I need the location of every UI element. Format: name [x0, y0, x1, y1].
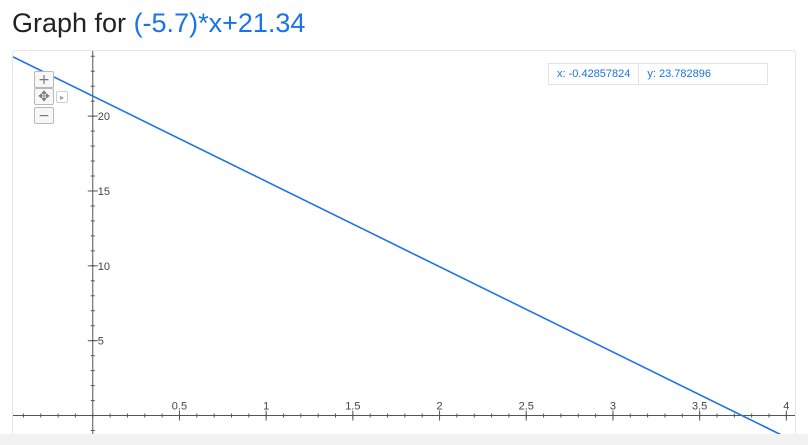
y-tick-label: 15 — [98, 186, 110, 198]
zoom-in-button[interactable]: + — [34, 71, 54, 88]
readout-divider — [638, 64, 640, 84]
y-coordinate-value: y: 23.782896 — [647, 68, 712, 80]
x-tick-label: 3.5 — [692, 401, 707, 413]
zoom-out-button[interactable]: − — [34, 107, 54, 124]
y-tick-label: 10 — [98, 261, 110, 273]
x-tick-label: 0.5 — [172, 401, 187, 413]
x-tick-label: 3 — [610, 401, 616, 413]
x-tick-label: 4 — [783, 401, 789, 413]
bottom-divider — [0, 434, 808, 445]
graph-panel[interactable]: 0.5 1 1.5 2 2.5 3 3.5 4 5 10 15 20 — [12, 50, 796, 436]
x-tick-label: 1 — [263, 401, 269, 413]
pan-arrow-icon[interactable]: ▸ — [56, 91, 68, 103]
function-plot[interactable]: 0.5 1 1.5 2 2.5 3 3.5 4 5 10 15 20 — [13, 51, 795, 435]
x-tick-label: 2.5 — [519, 401, 534, 413]
title-prefix: Graph for — [12, 8, 134, 38]
function-line — [13, 56, 784, 435]
x-coordinate-value: x: -0.42857824 — [557, 68, 631, 80]
y-tick-label: 20 — [98, 111, 110, 123]
pan-icon[interactable]: ✥ — [34, 88, 54, 105]
x-tick-label: 2 — [436, 401, 442, 413]
title-expression: (-5.7)*x+21.34 — [133, 8, 306, 38]
y-tick-label: 5 — [98, 336, 104, 348]
x-tick-label: 1.5 — [345, 401, 360, 413]
page-title: Graph for (-5.7)*x+21.34 — [12, 8, 305, 39]
coordinate-readout: x: -0.42857824 y: 23.782896 — [548, 63, 768, 85]
